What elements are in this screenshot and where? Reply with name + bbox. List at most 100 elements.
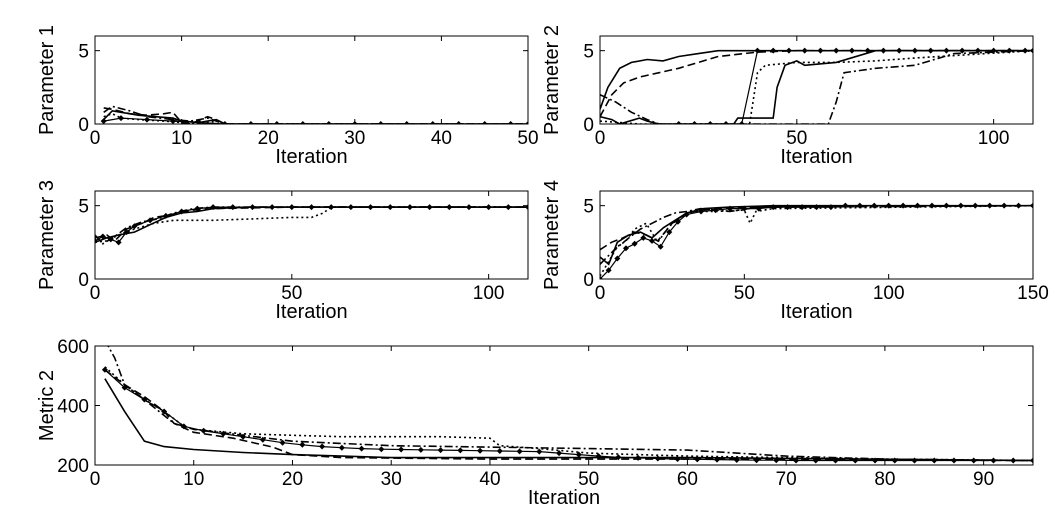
data-point-marker xyxy=(556,450,563,457)
data-point-marker xyxy=(143,116,150,123)
axes-frame xyxy=(94,345,1034,466)
data-point-marker xyxy=(575,451,582,458)
data-point-marker xyxy=(117,115,124,122)
data-point-marker xyxy=(733,456,740,463)
x-tick-label: 30 xyxy=(344,128,365,149)
data-point-marker xyxy=(848,47,855,54)
data-point-marker xyxy=(131,223,138,230)
series-line-solid xyxy=(600,49,1033,110)
data-point-marker xyxy=(247,121,254,124)
data-point-marker xyxy=(694,456,701,463)
data-point-marker xyxy=(299,441,306,448)
y-tick-label: 0 xyxy=(78,115,89,136)
series-line-solid xyxy=(95,206,528,244)
x-tick-label: 70 xyxy=(776,469,797,490)
series-group xyxy=(600,47,1033,124)
data-point-marker xyxy=(605,267,612,274)
data-point-marker xyxy=(974,47,981,54)
data-point-marker xyxy=(101,366,108,373)
data-point-marker xyxy=(753,457,760,464)
x-tick-label: 50 xyxy=(578,469,599,490)
data-point-marker xyxy=(674,218,681,225)
data-point-marker xyxy=(1022,47,1029,54)
data-point-marker xyxy=(377,121,384,124)
x-axis-label: Iteration xyxy=(780,146,852,168)
chart-panel-5: 0 10 20 30 40 50 60 70 80 90 200 400 600 Iteration Met… xyxy=(36,337,1034,509)
data-point-marker xyxy=(911,457,918,464)
data-point-marker xyxy=(100,118,107,124)
data-point-marker xyxy=(770,47,777,54)
y-tick-label: 200 xyxy=(57,456,89,477)
data-point-marker xyxy=(121,384,128,391)
data-point-marker xyxy=(347,204,354,211)
axes-frame xyxy=(94,35,529,125)
data-point-marker xyxy=(801,47,808,54)
data-point-marker xyxy=(832,457,839,464)
series-line-dashed xyxy=(103,107,528,124)
x-tick-label: 0 xyxy=(595,128,606,149)
data-point-marker xyxy=(654,455,661,462)
data-point-marker xyxy=(387,204,394,211)
x-tick-label: 0 xyxy=(595,283,606,304)
data-point-marker xyxy=(770,204,777,211)
data-point-marker xyxy=(221,121,228,124)
x-tick-label: 20 xyxy=(282,469,303,490)
data-point-marker xyxy=(1030,202,1033,209)
series-line-dotted xyxy=(95,206,528,244)
y-axis-label: Parameter 4 xyxy=(541,180,563,290)
series-line-dashdot xyxy=(107,346,1033,462)
data-point-marker xyxy=(477,447,484,454)
data-point-marker xyxy=(288,204,295,211)
data-point-marker xyxy=(741,205,748,212)
y-axis-label: Parameter 2 xyxy=(541,25,563,135)
data-point-marker xyxy=(194,205,201,212)
data-point-marker xyxy=(178,208,185,215)
data-point-marker xyxy=(516,448,523,455)
data-point-marker xyxy=(437,447,444,454)
data-point-marker xyxy=(738,121,745,124)
data-point-marker xyxy=(240,433,247,440)
x-tick-label: 40 xyxy=(431,128,452,149)
data-point-marker xyxy=(900,202,907,209)
data-point-marker xyxy=(698,208,705,215)
data-point-marker xyxy=(325,121,332,124)
data-point-marker xyxy=(615,454,622,461)
data-point-marker xyxy=(367,204,374,211)
data-point-marker xyxy=(457,447,464,454)
data-point-marker xyxy=(714,456,721,463)
data-point-marker xyxy=(161,408,168,415)
data-point-marker xyxy=(990,457,997,464)
y-tick-label: 5 xyxy=(583,42,594,63)
data-point-marker xyxy=(631,240,638,247)
data-point-marker xyxy=(406,204,413,211)
data-point-marker xyxy=(896,47,903,54)
x-tick-label: 0 xyxy=(90,283,101,304)
y-axis-label: Parameter 3 xyxy=(36,180,58,290)
data-point-marker xyxy=(180,423,187,430)
data-point-marker xyxy=(675,121,682,124)
data-point-marker xyxy=(959,47,966,54)
x-tick-label: 100 xyxy=(978,128,1010,149)
data-point-marker xyxy=(1030,47,1033,54)
x-tick-label: 100 xyxy=(873,283,905,304)
data-point-marker xyxy=(429,121,436,124)
y-tick-label: 5 xyxy=(583,197,594,218)
data-point-marker xyxy=(249,204,256,211)
x-tick-label: 10 xyxy=(183,469,204,490)
series-group xyxy=(95,204,528,246)
data-point-marker xyxy=(722,121,729,124)
x-tick-label: 80 xyxy=(874,469,895,490)
data-point-marker xyxy=(931,457,938,464)
data-point-marker xyxy=(885,202,892,209)
data-point-marker xyxy=(403,121,410,124)
data-point-marker xyxy=(485,204,492,211)
data-point-marker xyxy=(864,47,871,54)
data-point-marker xyxy=(169,118,176,124)
x-axis-label: Iteration xyxy=(780,301,852,323)
data-point-marker xyxy=(259,436,266,443)
data-point-marker xyxy=(600,276,603,279)
data-point-marker xyxy=(299,121,306,124)
data-point-marker xyxy=(525,204,528,211)
data-point-marker xyxy=(507,121,514,124)
data-point-marker xyxy=(525,121,528,124)
